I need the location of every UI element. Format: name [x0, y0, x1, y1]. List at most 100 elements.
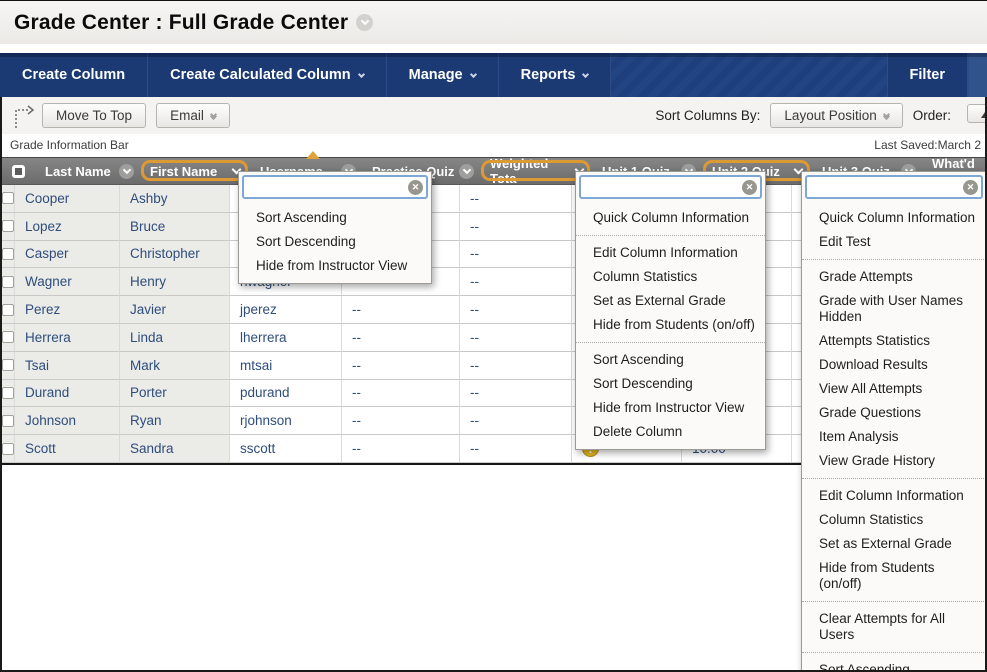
column-menu-chevron-icon[interactable]: [459, 163, 474, 179]
row-checkbox[interactable]: [2, 240, 15, 269]
cell-first-name: Christopher: [120, 240, 230, 269]
cell-weighted-total[interactable]: --: [460, 351, 572, 380]
order-select[interactable]: [967, 104, 985, 123]
row-checkbox[interactable]: [2, 435, 15, 463]
row-checkbox[interactable]: [2, 268, 15, 297]
menu-item-hide-from-instructor-view[interactable]: Hide from Instructor View: [593, 400, 745, 415]
double-chevron-icon: [882, 110, 890, 121]
row-checkbox[interactable]: [2, 185, 15, 213]
manage-menu[interactable]: Manage: [386, 53, 499, 97]
ascending-triangle-icon: [981, 109, 985, 118]
cell-weighted-total[interactable]: --: [460, 268, 572, 297]
menu-item-sort-descending[interactable]: Sort Descending: [256, 234, 356, 249]
close-icon[interactable]: ✕: [963, 179, 978, 195]
menu-item-sort-ascending[interactable]: Sort Ascending: [593, 352, 684, 367]
create-calculated-column-menu[interactable]: Create Calculated Column: [148, 53, 387, 97]
menu-item-quick-column-information[interactable]: Quick Column Information: [593, 210, 750, 225]
menu-item-download-results[interactable]: Download Results: [819, 357, 928, 372]
cell-weighted-total[interactable]: --: [460, 379, 572, 408]
menu-item-column-statistics[interactable]: Column Statistics: [593, 269, 698, 284]
cell-username: jperez: [230, 296, 342, 324]
cell-last-name: Tsai: [15, 351, 120, 380]
column-header-weighted-total[interactable]: Weighted Tota: [480, 156, 592, 186]
grade-info-row: Grade Information Bar Last Saved:March 2: [2, 134, 985, 156]
sort-columns-by-select[interactable]: Layout Position: [770, 103, 903, 128]
grade-information-bar-label: Grade Information Bar: [10, 138, 129, 152]
menu-item-view-grade-history[interactable]: View Grade History: [819, 453, 936, 468]
cell-first-name: Mark: [120, 351, 230, 380]
cell-weighted-total[interactable]: --: [460, 323, 572, 352]
menu-item-attempts-statistics[interactable]: Attempts Statistics: [819, 333, 931, 348]
cell-last-name: Durand: [15, 379, 120, 408]
cell-weighted-total[interactable]: --: [460, 407, 572, 436]
sort-ascending-indicator-icon: [306, 151, 320, 159]
menu-item-hide-from-students[interactable]: Hide from Students (on/off): [819, 560, 935, 591]
column-menu-weighted-total: ✕ Quick Column Information Edit Column I…: [575, 171, 766, 450]
menu-item-hide-from-students[interactable]: Hide from Students (on/off): [593, 317, 755, 332]
menu-item-edit-column-information[interactable]: Edit Column Information: [593, 245, 738, 260]
menu-item-set-as-external-grade[interactable]: Set as External Grade: [819, 536, 952, 551]
cell-username: sscott: [230, 435, 342, 463]
close-icon[interactable]: ✕: [742, 179, 757, 195]
menu-header-bar: ✕: [805, 175, 983, 199]
menu-item-hide-from-instructor-view[interactable]: Hide from Instructor View: [256, 258, 408, 273]
title-bar: Grade Center : Full Grade Center: [0, 0, 987, 44]
action-bar: Create Column Create Calculated Column M…: [0, 53, 987, 97]
menu-item-sort-descending[interactable]: Sort Descending: [593, 376, 693, 391]
cell-first-name: Javier: [120, 296, 230, 324]
menu-item-clear-attempts-for-all-users[interactable]: Clear Attempts for All Users: [819, 611, 946, 642]
cell-weighted-total[interactable]: --: [460, 435, 572, 463]
menu-item-grade-with-user-names-hidden[interactable]: Grade with User Names Hidden: [819, 293, 964, 324]
menu-item-quick-column-information[interactable]: Quick Column Information: [819, 210, 976, 225]
row-checkbox[interactable]: [2, 379, 15, 408]
cell-practice-quiz[interactable]: --: [342, 351, 460, 380]
row-checkbox[interactable]: [2, 407, 15, 436]
menu-item-edit-test[interactable]: Edit Test: [819, 234, 871, 249]
cell-last-name: Herrera: [15, 323, 120, 352]
cell-first-name: Henry: [120, 268, 230, 297]
menu-item-item-analysis[interactable]: Item Analysis: [819, 429, 899, 444]
column-menu-chevron-icon[interactable]: [119, 163, 134, 179]
double-chevron-icon: [209, 110, 217, 121]
move-to-top-button[interactable]: Move To Top: [42, 103, 147, 128]
cell-weighted-total[interactable]: --: [460, 212, 572, 241]
row-checkbox[interactable]: [2, 351, 15, 380]
cell-weighted-total[interactable]: --: [460, 240, 572, 269]
cell-weighted-total[interactable]: --: [460, 185, 572, 213]
email-menu-button[interactable]: Email: [156, 103, 230, 128]
cell-practice-quiz[interactable]: --: [342, 323, 460, 352]
cell-last-name: Wagner: [15, 268, 120, 297]
menu-item-view-all-attempts[interactable]: View All Attempts: [819, 381, 923, 396]
cell-weighted-total[interactable]: --: [460, 296, 572, 324]
reports-menu[interactable]: Reports: [498, 53, 612, 97]
menu-item-sort-ascending[interactable]: Sort Ascending: [256, 210, 347, 225]
cell-last-name: Perez: [15, 296, 120, 324]
cell-username: lherrera: [230, 323, 342, 352]
menu-item-grade-attempts[interactable]: Grade Attempts: [819, 269, 913, 284]
cell-practice-quiz[interactable]: --: [342, 296, 460, 324]
cell-practice-quiz[interactable]: --: [342, 407, 460, 436]
chevron-down-icon: [357, 70, 365, 78]
create-column-button[interactable]: Create Column: [0, 53, 149, 97]
filter-button[interactable]: Filter: [886, 53, 968, 97]
menu-item-sort-ascending[interactable]: Sort Ascending: [819, 662, 910, 672]
column-header-last-name[interactable]: Last Name: [35, 158, 140, 184]
menu-item-set-as-external-grade[interactable]: Set as External Grade: [593, 293, 726, 308]
menu-item-grade-questions[interactable]: Grade Questions: [819, 405, 922, 420]
row-checkbox[interactable]: [2, 296, 15, 324]
column-header-first-name[interactable]: First Name: [140, 158, 250, 184]
close-icon[interactable]: ✕: [408, 179, 423, 195]
title-context-menu-icon[interactable]: [356, 14, 374, 31]
select-all-checkbox[interactable]: [2, 158, 35, 184]
menu-header-bar: ✕: [242, 175, 428, 199]
menu-item-delete-column[interactable]: Delete Column: [593, 424, 683, 439]
row-checkbox[interactable]: [2, 323, 15, 352]
cell-practice-quiz[interactable]: --: [342, 379, 460, 408]
menu-item-edit-column-information[interactable]: Edit Column Information: [819, 488, 964, 503]
row-checkbox[interactable]: [2, 212, 15, 241]
cell-practice-quiz[interactable]: --: [342, 435, 460, 463]
sort-columns-by-label: Sort Columns By:: [655, 108, 761, 123]
menu-item-column-statistics[interactable]: Column Statistics: [819, 512, 924, 527]
chevron-down-icon: [582, 70, 590, 78]
cell-username: mtsai: [230, 351, 342, 380]
